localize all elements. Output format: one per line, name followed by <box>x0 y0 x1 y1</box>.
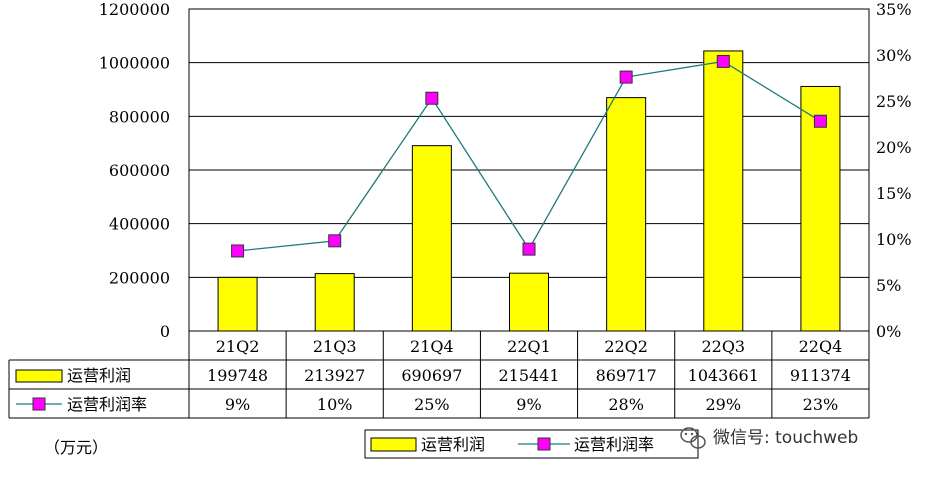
left-tick-label: 1200000 <box>99 0 170 19</box>
table-cell: 10% <box>317 395 353 414</box>
left-tick-label: 600000 <box>109 161 170 180</box>
line-marker <box>328 234 342 248</box>
row-header: 运营利润 <box>67 366 131 385</box>
right-tick-label: 30% <box>876 46 912 65</box>
left-tick-label: 400000 <box>109 215 170 234</box>
category-label: 22Q3 <box>701 337 745 356</box>
legend-key-marker <box>537 437 551 451</box>
category-label: 22Q2 <box>604 337 648 356</box>
right-tick-label: 15% <box>876 184 912 203</box>
legend: 运营利润 运营利润率 <box>364 429 699 459</box>
table-cell: 690697 <box>401 366 462 385</box>
left-tick-label: 200000 <box>109 268 170 287</box>
row-key-marker <box>32 397 46 411</box>
line-series <box>231 54 827 258</box>
bar <box>314 273 355 332</box>
plot-frame <box>188 8 870 332</box>
table-cell: 1043661 <box>688 366 759 385</box>
line-marker <box>522 242 536 256</box>
left-axis-ticks: 0 200000 400000 600000 800000 1000000 1200000 <box>99 0 170 341</box>
right-tick-label: 20% <box>876 138 912 157</box>
gridlines <box>189 62 869 278</box>
line-marker <box>619 70 633 84</box>
table-cell: 9% <box>516 395 541 414</box>
bar <box>411 145 452 332</box>
table-cell: 25% <box>414 395 450 414</box>
table-cell: 911374 <box>790 366 851 385</box>
bar <box>509 272 549 332</box>
bar-series <box>217 50 841 332</box>
table-cell: 213927 <box>304 366 365 385</box>
wechat-icon <box>680 427 706 449</box>
category-label: 21Q3 <box>313 337 357 356</box>
line-marker <box>425 91 439 105</box>
category-label: 21Q4 <box>410 337 454 356</box>
legend-label: 运营利润率 <box>574 435 654 454</box>
legend-key-bar <box>370 437 417 452</box>
data-table: 21Q2 21Q3 21Q4 22Q1 22Q2 22Q3 22Q4 运营利润 199748 21… <box>8 331 870 419</box>
line-marker <box>716 54 730 68</box>
left-tick-label: 800000 <box>109 107 170 126</box>
right-tick-label: 0% <box>876 322 901 341</box>
watermark: 微信号: touchweb <box>680 427 858 449</box>
unit-label: （万元） <box>44 438 108 457</box>
left-tick-label: 0 <box>160 322 170 341</box>
bar <box>606 97 647 332</box>
table-cell: 199748 <box>207 366 268 385</box>
right-tick-label: 35% <box>876 0 912 19</box>
line-marker <box>231 244 245 258</box>
bar <box>703 50 744 332</box>
bar <box>217 276 258 332</box>
plot-border <box>188 8 870 332</box>
category-label: 22Q4 <box>799 337 843 356</box>
left-tick-label: 1000000 <box>99 54 170 73</box>
right-tick-label: 10% <box>876 230 912 249</box>
right-tick-label: 5% <box>876 276 901 295</box>
row-header: 运营利润率 <box>67 395 147 414</box>
category-label: 22Q1 <box>507 337 551 356</box>
category-label: 21Q2 <box>216 337 260 356</box>
table-cell: 869717 <box>596 366 657 385</box>
table-cell: 215441 <box>498 366 559 385</box>
table-cell: 28% <box>608 395 644 414</box>
table-cell: 9% <box>225 395 250 414</box>
right-tick-label: 25% <box>876 92 912 111</box>
legend-label: 运营利润 <box>421 435 485 454</box>
table-cell: 29% <box>706 395 742 414</box>
row-key-bar <box>15 369 63 383</box>
line-marker <box>813 114 827 128</box>
table-cell: 23% <box>803 395 839 414</box>
watermark-text: 微信号: touchweb <box>713 428 858 448</box>
right-axis-ticks: 0% 5% 10% 15% 20% 25% 30% 35% <box>876 0 912 341</box>
